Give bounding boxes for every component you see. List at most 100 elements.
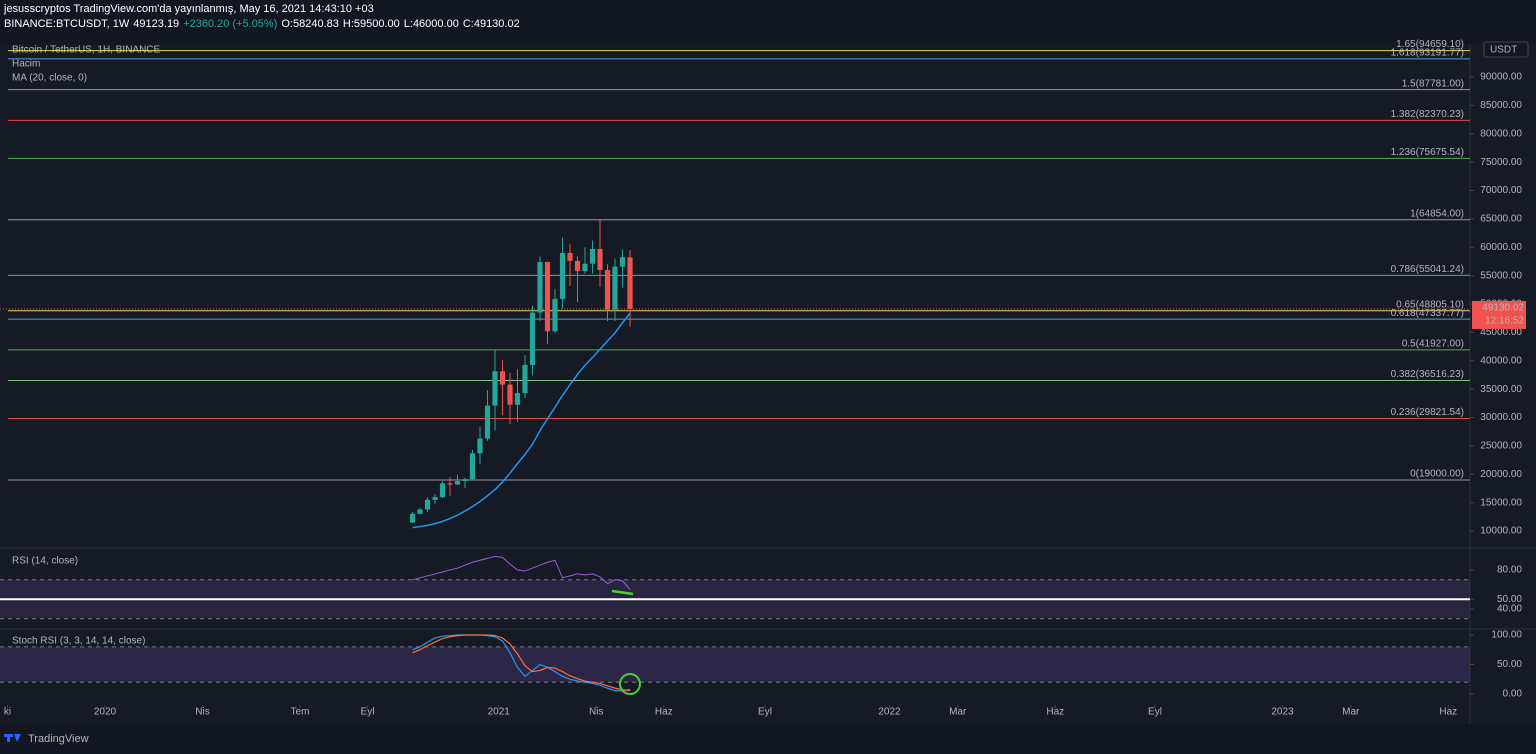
candle-body <box>484 405 491 439</box>
fib-label: 1.618(93191.77) <box>1391 48 1464 59</box>
ohlc: C:49130.02 <box>462 18 520 30</box>
fib-label: 0.786(55041.24) <box>1391 264 1464 275</box>
candle-body <box>627 257 633 309</box>
stoch-k-line <box>412 634 631 692</box>
candle-body <box>522 365 528 394</box>
legend-item: MA (20, close, 0) <box>12 73 87 84</box>
y-tick-label: 65000.00 <box>1480 214 1522 225</box>
y-tick-label: 50.00 <box>1497 594 1522 605</box>
x-tick-label: ki <box>4 707 11 718</box>
stoch-d-line <box>412 634 631 692</box>
candle-body <box>612 266 618 310</box>
candle-body <box>462 479 468 482</box>
candle-body <box>409 513 416 523</box>
logo-icon <box>4 734 21 742</box>
y-tick-label: 40.00 <box>1497 604 1522 615</box>
candle-body <box>499 371 506 385</box>
change: +2360.20 (+5.05%) <box>183 18 278 30</box>
stoch-band <box>0 646 1470 683</box>
countdown: 12:16:52 <box>1485 316 1524 327</box>
candle-body <box>597 248 603 270</box>
header-line: jesusscryptos TradingView.com'da yayınla… <box>4 3 378 15</box>
y-tick-label: 55000.00 <box>1480 270 1522 281</box>
y-tick-label: 80.00 <box>1497 565 1522 576</box>
candle-body <box>619 257 626 267</box>
y-tick-label: 70000.00 <box>1480 185 1522 196</box>
x-tick-label: 2022 <box>878 707 901 718</box>
candle-body <box>447 483 453 485</box>
candle-body <box>529 312 536 366</box>
x-tick-label: Mar <box>1342 707 1360 718</box>
candle-body <box>582 263 588 272</box>
candle-body <box>477 438 483 454</box>
y-tick-label: 100.00 <box>1491 630 1522 641</box>
x-tick-label: Haz <box>1439 707 1457 718</box>
y-tick-label: 15000.00 <box>1480 497 1522 508</box>
rsi-line <box>412 555 631 590</box>
publisher: jesusscryptos TradingView.com'da yayınla… <box>4 3 374 15</box>
currency[interactable]: USDT <box>1490 45 1517 56</box>
header-line: BINANCE:BTCUSDT, 1W 49123.19 +2360.20 (+5.… <box>4 18 524 30</box>
candle-body <box>589 248 596 264</box>
last-price: 49130.02 <box>1482 303 1524 314</box>
y-tick-label: 75000.00 <box>1480 157 1522 168</box>
x-tick-label: Tem <box>291 707 310 718</box>
fib-label: 0(19000.00) <box>1410 469 1464 480</box>
fib-label: 0.5(41927.00) <box>1402 338 1464 349</box>
candle-body <box>439 483 446 498</box>
x-tick-label: 2021 <box>488 707 511 718</box>
fib-label: 0.618(47337.77) <box>1391 308 1464 319</box>
candle-body <box>604 269 611 310</box>
symbol: BINANCE:BTCUSDT, 1W <box>4 18 130 30</box>
fib-label: 1.65(94659.10) <box>1396 39 1464 50</box>
y-tick-label: 40000.00 <box>1480 355 1522 366</box>
candle-body <box>469 453 476 480</box>
x-tick-label: 2020 <box>94 707 117 718</box>
legend-item: Hacim <box>12 59 40 70</box>
candle-body <box>537 262 543 313</box>
x-tick-label: Nis <box>589 707 603 718</box>
candle-body <box>574 260 581 272</box>
y-tick-label: 30000.00 <box>1480 412 1522 423</box>
x-tick-label: Eyl <box>361 707 375 718</box>
ohlc: H:59500.00 <box>342 18 400 30</box>
y-tick-label: 25000.00 <box>1480 441 1522 452</box>
candle-body <box>567 252 573 261</box>
drawing <box>619 673 641 695</box>
pane-title: RSI (14, close) <box>12 556 78 567</box>
x-tick-label: Haz <box>1046 707 1064 718</box>
ma-line <box>412 312 631 529</box>
y-tick-label: 45000.00 <box>1480 327 1522 338</box>
ohlc: L:46000.00 <box>403 18 459 30</box>
y-tick-label: 0.00 <box>1503 689 1523 700</box>
candle-body <box>544 262 551 332</box>
fib-label: 1.236(75675.54) <box>1391 147 1464 158</box>
x-tick-label: Mar <box>949 707 967 718</box>
y-tick-label: 50.00 <box>1497 659 1522 670</box>
fib-label: 0.236(29821.54) <box>1391 407 1464 418</box>
candle-body <box>424 499 431 510</box>
x-tick-label: Eyl <box>1148 707 1162 718</box>
drawing <box>611 589 634 596</box>
candle-body <box>514 393 521 405</box>
logo: TradingView <box>28 733 89 745</box>
y-tick-label: 35000.00 <box>1480 384 1522 395</box>
candle-body <box>492 371 498 406</box>
ohlc: O:58240.83 <box>281 18 339 30</box>
last-price-box <box>1472 300 1526 329</box>
y-tick-label: 80000.00 <box>1480 128 1522 139</box>
pane-bg <box>0 44 1536 724</box>
fib-label: 0.65(48805.10) <box>1396 299 1464 310</box>
y-tick-label: 85000.00 <box>1480 100 1522 111</box>
candle-body <box>432 497 438 500</box>
x-tick-label: Nis <box>195 707 209 718</box>
fib-label: 0.382(36516.23) <box>1391 369 1464 380</box>
fib-label: 1(64854.00) <box>1410 208 1464 219</box>
currency-box[interactable] <box>1483 41 1529 58</box>
x-tick-label: 2023 <box>1271 707 1294 718</box>
x-tick-label: Haz <box>655 707 673 718</box>
candle-body <box>552 298 558 332</box>
y-tick-label: 20000.00 <box>1480 469 1522 480</box>
